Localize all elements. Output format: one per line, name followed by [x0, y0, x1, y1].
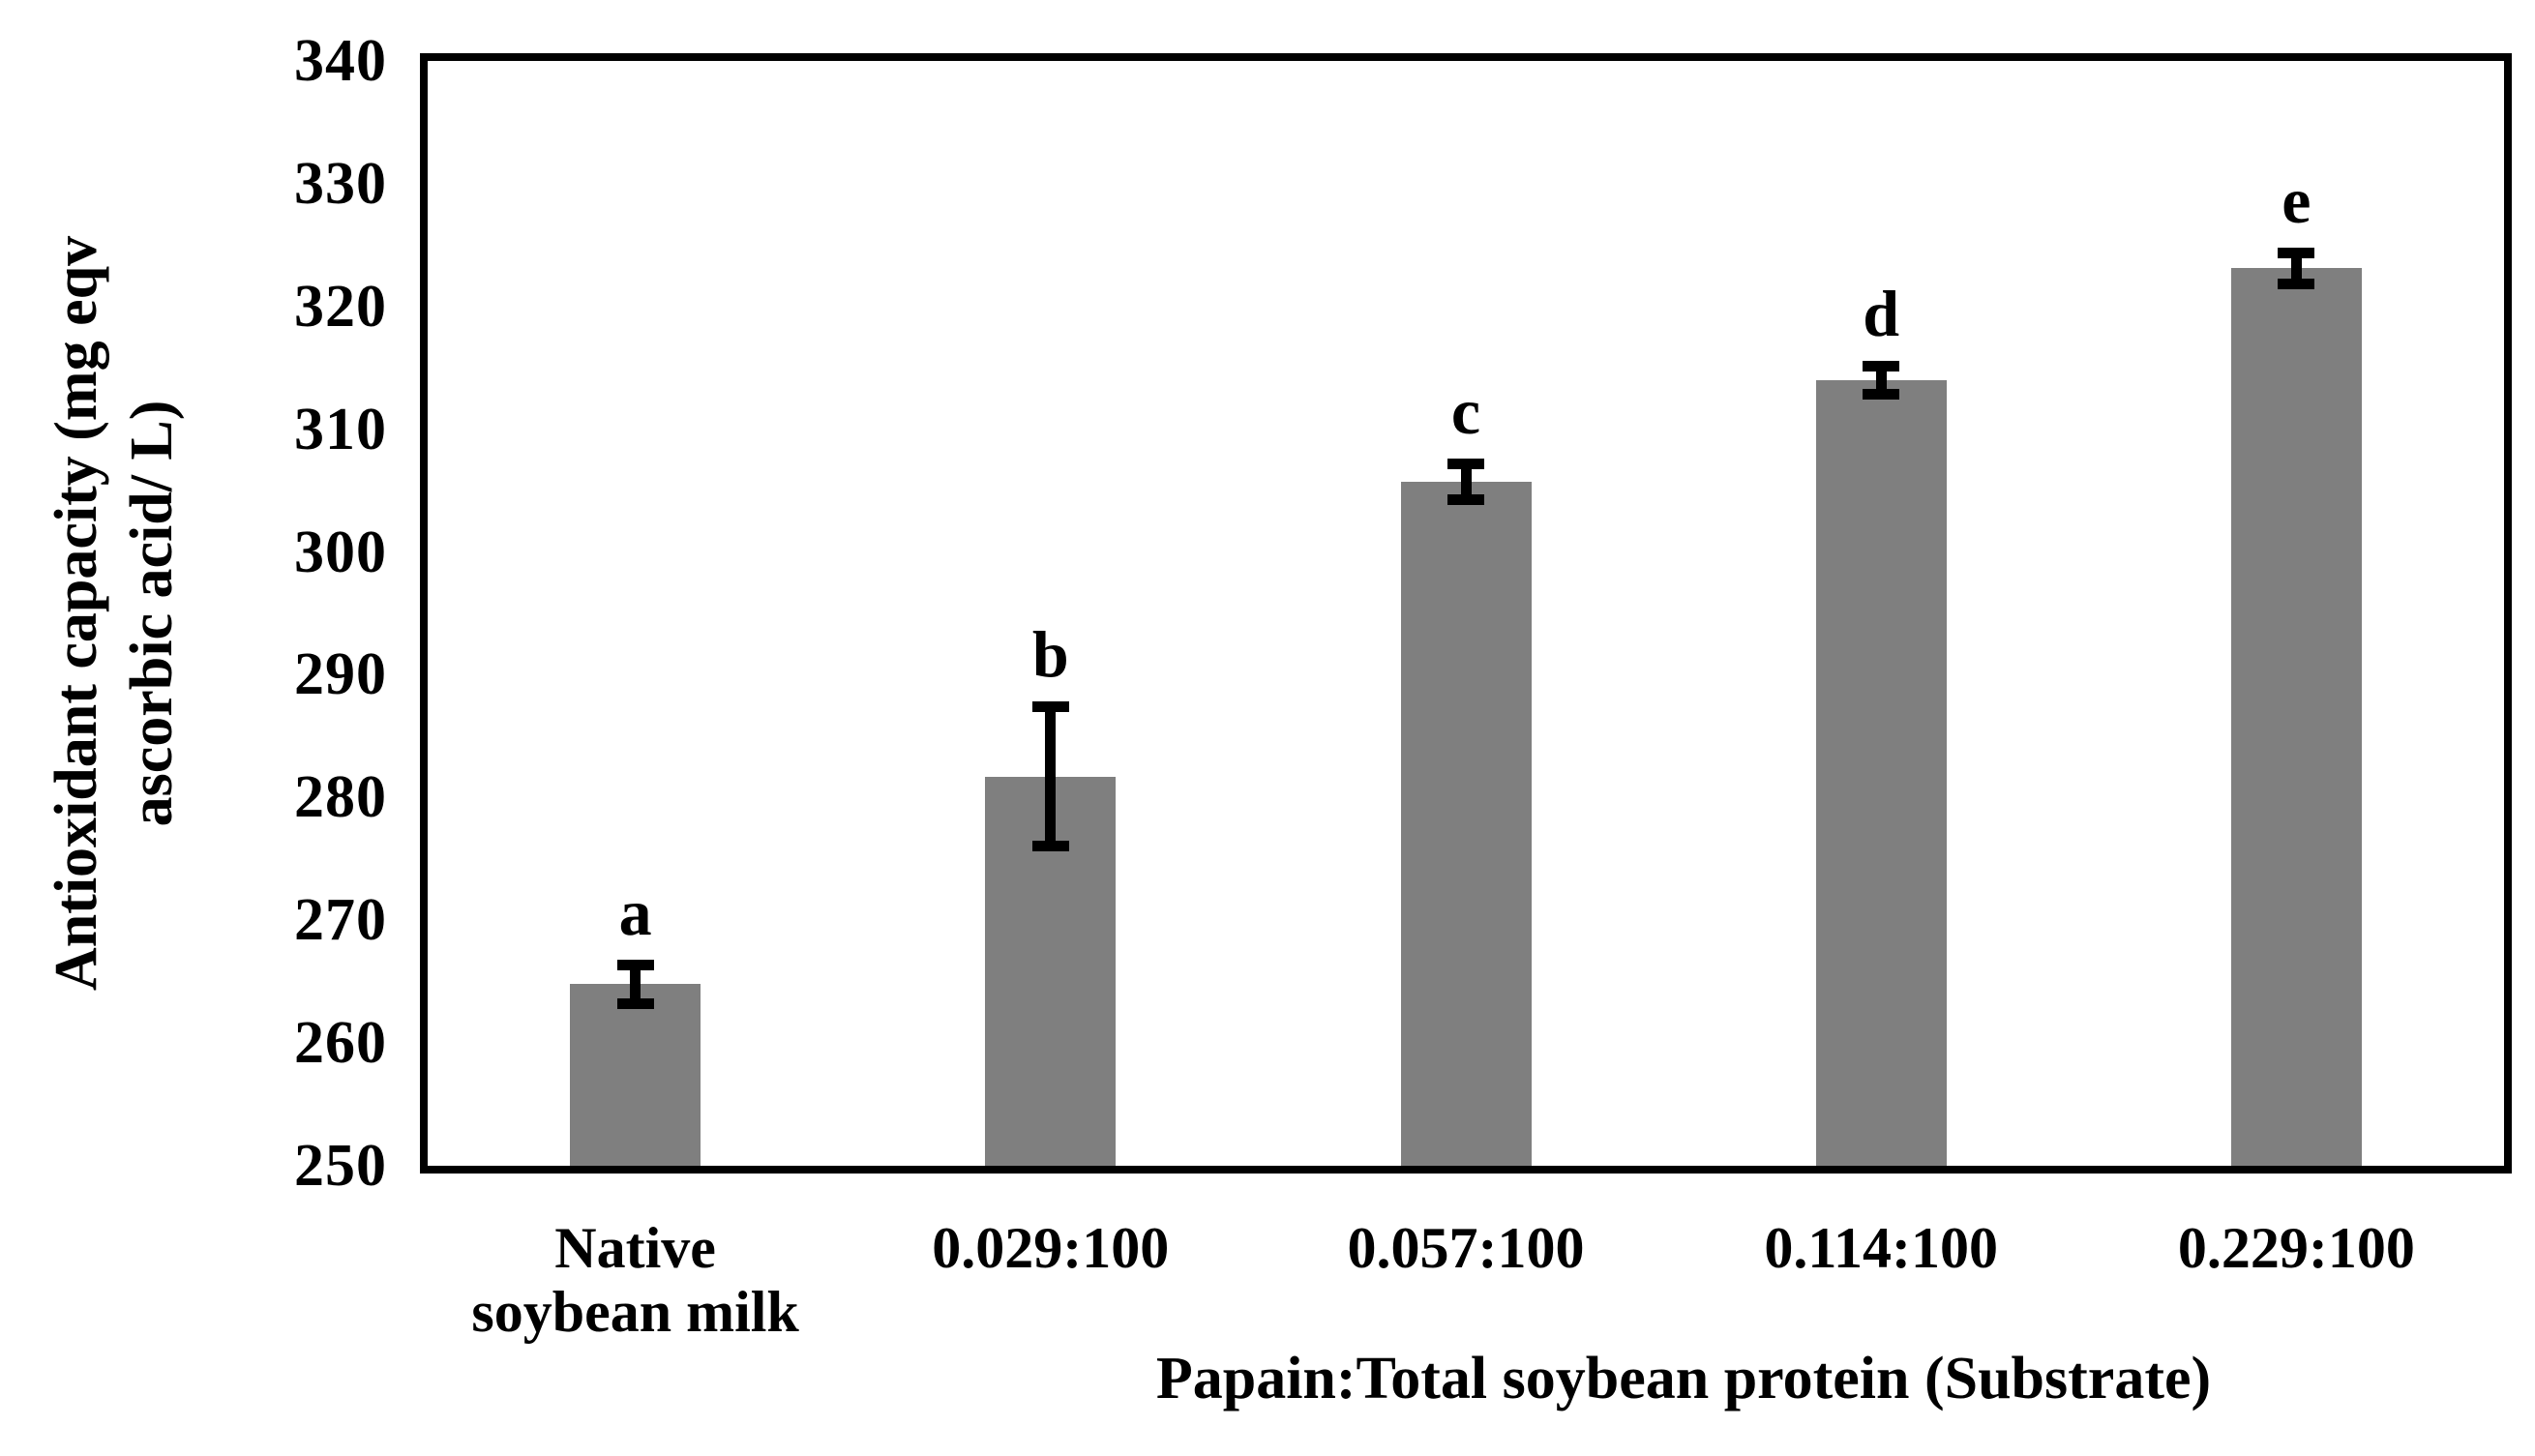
- error-bar-cap-top: [616, 959, 654, 970]
- error-bar-line: [1045, 706, 1057, 847]
- y-tick-label: 290: [294, 641, 387, 708]
- error-bar-cap-bottom: [1447, 494, 1484, 506]
- error-bar-cap-top: [2278, 247, 2315, 258]
- x-tick-label: 0.114:100: [1764, 1216, 1999, 1280]
- y-tick-label: 310: [294, 396, 387, 462]
- significance-letter: c: [1450, 374, 1481, 449]
- x-tick-label: 0.057:100: [1347, 1216, 1585, 1280]
- error-bar-cap-top: [1447, 459, 1484, 470]
- error-bar-cap-bottom: [1863, 389, 1900, 401]
- significance-letter: a: [618, 875, 652, 949]
- y-tick-label: 320: [294, 273, 387, 340]
- error-bar-line: [2290, 252, 2302, 284]
- error-bar-cap-bottom: [616, 997, 654, 1009]
- x-tick-label: 0.029:100: [932, 1216, 1170, 1280]
- y-tick-label: 260: [294, 1010, 387, 1077]
- error-bar-line: [630, 964, 641, 1004]
- y-tick-label: 340: [294, 28, 387, 94]
- error-bar-cap-top: [1863, 360, 1900, 371]
- significance-letter: b: [1031, 617, 1069, 692]
- bar: [1400, 482, 1532, 1166]
- bar: [1815, 379, 1947, 1166]
- error-bar-cap-bottom: [2278, 278, 2315, 289]
- bar: [2230, 268, 2362, 1166]
- error-bar-line: [1460, 463, 1472, 501]
- x-tick-label: 0.229:100: [2177, 1216, 2415, 1280]
- y-tick-label: 270: [294, 887, 387, 954]
- error-bar-line: [1875, 365, 1887, 396]
- y-tick-label: 300: [294, 519, 387, 585]
- error-bar-cap-bottom: [1031, 841, 1069, 852]
- y-tick-label: 330: [294, 150, 387, 217]
- x-axis-title: Papain:Total soybean protein (Substrate): [1155, 1346, 2212, 1411]
- significance-letter: d: [1863, 276, 1900, 350]
- y-tick-label: 280: [294, 764, 387, 831]
- x-tick-label: Native soybean milk: [471, 1216, 799, 1344]
- bar: [570, 984, 701, 1166]
- y-tick-label: 250: [294, 1133, 387, 1199]
- error-bar-cap-top: [1031, 701, 1069, 713]
- significance-letter: e: [2282, 163, 2311, 237]
